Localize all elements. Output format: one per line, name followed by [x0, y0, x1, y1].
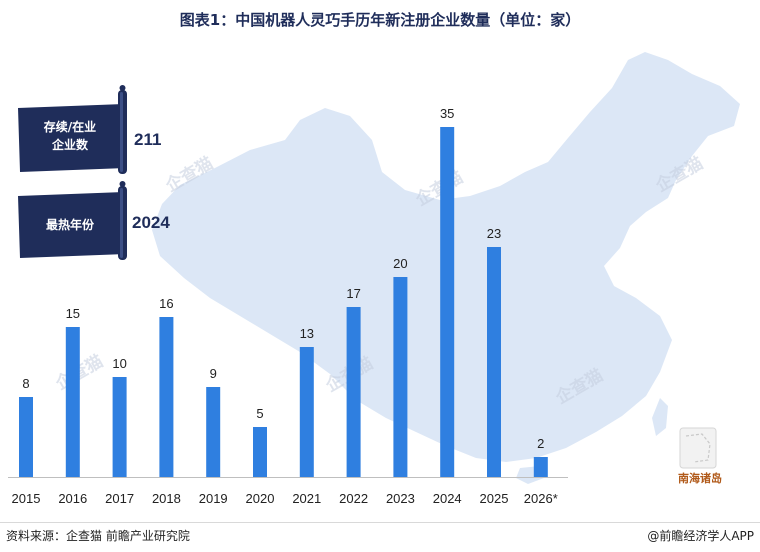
data-label-2015: 8	[22, 376, 29, 391]
data-label-2021: 13	[300, 326, 314, 341]
scroll-rod-highlight	[120, 92, 123, 172]
x-tick-label-2015: 2015	[12, 491, 41, 506]
bar-2022	[346, 307, 361, 477]
x-tick-label-2022: 2022	[339, 491, 368, 506]
scroll-banner-shape	[18, 104, 126, 172]
x-tick-label-2023: 2023	[386, 491, 415, 506]
data-label-2025: 23	[487, 226, 501, 241]
x-axis-labels: 2015 2016 2017 2018 2019 2020 2021 2022 2023 2024…	[12, 491, 558, 506]
bar-2026*	[533, 457, 548, 477]
data-label-2020: 5	[256, 406, 263, 421]
stat-label-line: 最热年份	[46, 217, 95, 232]
x-tick-label-2026*: 2026*	[524, 491, 558, 506]
south-sea-dashes	[685, 433, 711, 463]
stat-banner-active-companies: 存续/在业 企业数 211	[18, 85, 161, 174]
bar-2024	[440, 127, 455, 477]
bar-2025	[487, 247, 501, 477]
x-tick-label-2025: 2025	[480, 491, 509, 506]
scroll-knob	[119, 85, 126, 91]
footer-source: 资料来源：企查猫 前瞻产业研究院	[6, 528, 190, 543]
bar-2021	[299, 347, 314, 477]
taiwan-island	[652, 398, 668, 436]
bar-series: 8 15 10 16 9 5 13 17 20 35 23 2	[19, 106, 548, 477]
data-label-2024: 35	[440, 106, 454, 121]
stat-label-line: 企业数	[51, 137, 89, 152]
data-label-2019: 9	[210, 366, 217, 381]
scroll-knob	[119, 181, 126, 187]
bar-2019	[206, 387, 221, 477]
x-tick-label-2024: 2024	[433, 491, 462, 506]
data-label-2017: 10	[112, 356, 126, 371]
data-label-2023: 20	[393, 256, 407, 271]
x-tick-label-2020: 2020	[246, 491, 275, 506]
scroll-banner-shape	[18, 192, 126, 258]
bar-2017	[112, 377, 127, 477]
x-tick-label-2018: 2018	[152, 491, 181, 506]
bar-2020	[253, 427, 267, 477]
south-sea-label: 南海诸岛	[678, 471, 722, 485]
data-label-2026*: 2	[537, 436, 544, 451]
data-label-2016: 15	[66, 306, 80, 321]
scroll-rod-highlight	[120, 188, 123, 258]
stat-label-line: 存续/在业	[43, 119, 96, 134]
chart-title: 图表1：中国机器人灵巧手历年新注册企业数量（单位：家）	[180, 11, 580, 29]
south-sea-inset-frame	[679, 427, 717, 469]
data-label-2022: 17	[346, 286, 360, 301]
bar-2018	[159, 317, 174, 477]
footer-brand: @前瞻经济学人APP	[647, 528, 754, 543]
stat-value: 2024	[132, 213, 170, 232]
stat-banner-hottest-year: 最热年份 2024	[18, 181, 170, 260]
bar-2016	[65, 327, 80, 477]
data-label-2018: 16	[159, 296, 173, 311]
stat-value: 211	[134, 130, 161, 149]
bar-2023	[393, 277, 408, 477]
x-tick-label-2019: 2019	[199, 491, 228, 506]
bar-2015	[19, 397, 33, 477]
x-tick-label-2021: 2021	[292, 491, 321, 506]
x-tick-label-2016: 2016	[58, 491, 87, 506]
x-tick-label-2017: 2017	[105, 491, 134, 506]
